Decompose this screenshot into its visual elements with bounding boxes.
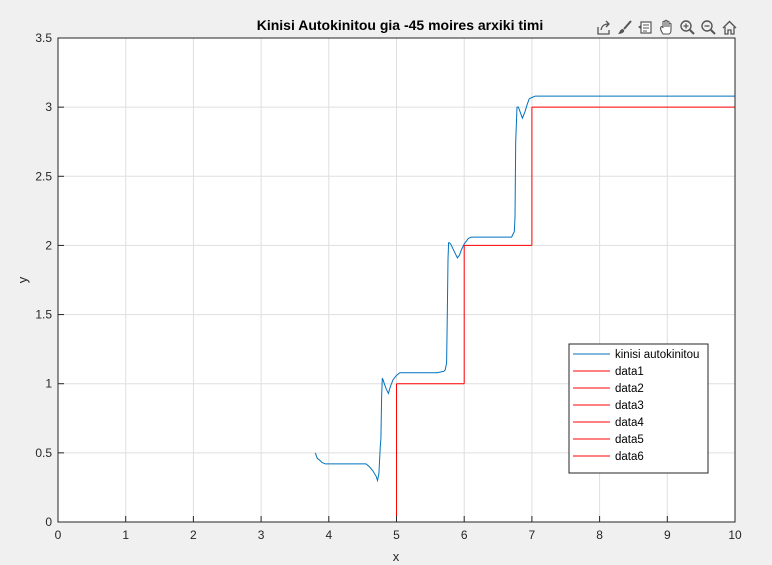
brush-button[interactable] — [615, 18, 633, 36]
brush-icon — [617, 19, 632, 34]
legend-label: data3 — [615, 400, 644, 412]
axes-toolbar — [594, 16, 738, 38]
y-tick-label: 0.5 — [35, 446, 52, 460]
legend-label: data4 — [615, 417, 644, 429]
export-button[interactable] — [594, 18, 612, 36]
y-tick-label: 1 — [45, 377, 52, 391]
y-axis-ticks: 0 0.5 1 1.5 2 2.5 3 3.5 — [35, 31, 64, 529]
x-tick-label: 1 — [122, 528, 129, 542]
datatip-button[interactable] — [636, 18, 654, 36]
y-tick-label: 3 — [45, 100, 52, 114]
plot-area — [314, 95, 735, 522]
zoom-in-button[interactable] — [678, 18, 696, 36]
x-tick-label: 2 — [190, 528, 197, 542]
x-axis-ticks: 0 1 2 3 4 5 6 7 8 9 10 — [55, 516, 742, 542]
x-tick-label: 5 — [393, 528, 400, 542]
x-axis-label: x — [393, 549, 400, 564]
legend-label: data2 — [615, 383, 644, 395]
chart-title: Kinisi Autokinitou gia -45 moires arxiki… — [257, 17, 544, 33]
x-tick-label: 8 — [596, 528, 603, 542]
series-line-kinisi-autokinitou[interactable] — [314, 95, 735, 483]
legend[interactable]: kinisi autokinitou data1 data2 data3 data4 da… — [568, 343, 709, 474]
legend-box — [568, 343, 709, 474]
legend-label: data5 — [615, 434, 644, 446]
x-tick-label: 10 — [728, 528, 742, 542]
zoom-out-button[interactable] — [699, 18, 717, 36]
legend-label: kinisi autokinitou — [615, 349, 699, 361]
y-axis-label: y — [15, 276, 30, 283]
x-tick-label: 3 — [258, 528, 265, 542]
x-tick-label: 0 — [55, 528, 62, 542]
y-tick-label: 0 — [45, 515, 52, 529]
y-tick-label: 3.5 — [35, 31, 52, 45]
pan-button[interactable] — [657, 18, 675, 36]
home-icon — [722, 20, 736, 35]
y-tick-label: 1.5 — [35, 308, 52, 322]
x-tick-label: 7 — [529, 528, 536, 542]
zoom-in-icon — [679, 19, 695, 35]
x-tick-label: 6 — [461, 528, 468, 542]
export-icon — [596, 20, 610, 35]
pan-icon — [659, 19, 672, 35]
zoom-out-icon — [700, 19, 716, 35]
y-tick-label: 2.5 — [35, 169, 52, 183]
y-tick-label: 2 — [45, 238, 52, 252]
x-tick-label: 4 — [325, 528, 332, 542]
legend-label: data1 — [615, 366, 644, 378]
home-button[interactable] — [720, 18, 738, 36]
legend-label: data6 — [615, 451, 644, 463]
datatip-icon — [637, 20, 652, 34]
x-tick-label: 9 — [664, 528, 671, 542]
